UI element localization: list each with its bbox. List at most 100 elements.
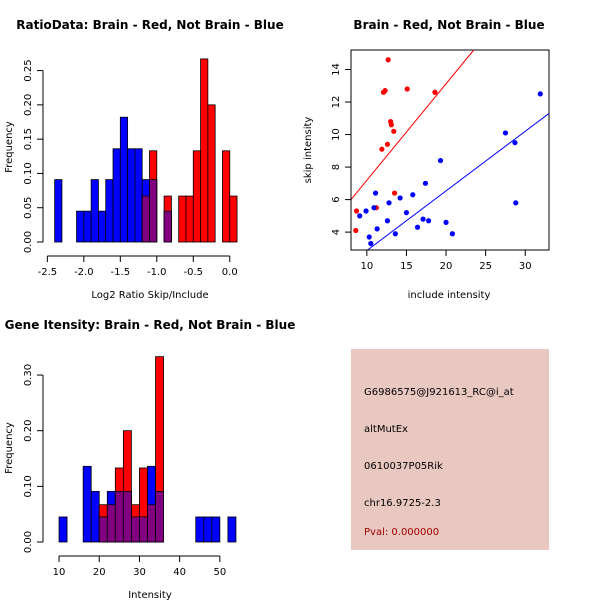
- intensity-x-tick-label: 40: [173, 567, 186, 578]
- ratio-x-tick-label: -1.5: [111, 267, 131, 278]
- intensity-x-tick-label: 30: [133, 567, 146, 578]
- scatter-point-brain: [391, 190, 398, 196]
- scatter-y-tick-label: 6: [331, 196, 342, 202]
- ratio-bar-brain: [178, 195, 187, 243]
- ratio-y-tick-label: 0.10: [23, 162, 34, 184]
- ratio-bar-not-brain: [119, 116, 129, 243]
- ratio-histogram-bars: [54, 58, 238, 243]
- scatter-point-not-brain: [374, 226, 380, 232]
- scatter-point-brain: [404, 86, 410, 92]
- scatter-point-brain: [353, 227, 359, 234]
- scatter-point-not-brain: [422, 180, 429, 186]
- ratio-bar-brain: [192, 150, 201, 243]
- intensity-histogram-axes: 10 20 30 40 50 0.00 0.10 0.20 0.30: [23, 364, 226, 578]
- scatter-fit-line-brain: [350, 49, 475, 200]
- ratio-bar-not-brain: [134, 148, 143, 243]
- scatter-y-tick-label: 10: [331, 128, 342, 141]
- ratio-histogram-axes: -2.5 -2.0 -1.5 -1.0 -0.5 0.0 0.00 0.05 0.10 0.15 0…: [23, 59, 238, 278]
- ratio-y-tick-label: 0.20: [23, 94, 34, 116]
- scatter-x-tick-label: 20: [440, 261, 453, 272]
- intensity-histogram-ylabel: Frequency: [4, 422, 15, 474]
- ratio-bar-overlap: [149, 179, 158, 243]
- scatter-point-brain: [432, 89, 438, 95]
- ratio-y-tick-label: 0.05: [23, 197, 34, 219]
- scatter-y-tick-label: 14: [331, 63, 342, 76]
- scatter-point-not-brain: [368, 240, 374, 247]
- ratio-bar-not-brain: [90, 179, 99, 243]
- ratio-bar-overlap: [141, 195, 150, 243]
- ratio-bar-brain: [222, 150, 231, 243]
- scatter-point-brain: [353, 208, 360, 214]
- intensity-bar-not-brain: [195, 516, 205, 543]
- ratio-x-tick-label: -2.0: [74, 267, 94, 278]
- ratio-y-tick-label: 0.15: [23, 128, 34, 150]
- scatter-point-brain: [382, 88, 388, 94]
- intensity-bar-overlap: [122, 490, 132, 543]
- intensity-bar-overlap: [147, 504, 156, 543]
- chromosome-location-label: chr16.9725-2.3: [364, 498, 441, 509]
- scatter-point-not-brain: [512, 140, 518, 146]
- scatter-point-not-brain: [371, 205, 377, 211]
- scatter-point-not-brain: [414, 224, 421, 230]
- scatter-y-tick-label: 4: [331, 229, 342, 235]
- scatter-point-brain: [384, 141, 391, 147]
- intensity-y-tick-label: 0.20: [23, 420, 34, 442]
- intensity-bar-overlap: [114, 490, 124, 543]
- intensity-bar-overlap: [139, 516, 148, 543]
- scatter-point-not-brain: [410, 192, 416, 198]
- ratio-bar-not-brain: [112, 148, 121, 243]
- ratio-x-tick-label: -1.0: [147, 267, 167, 278]
- ratio-bar-brain: [229, 195, 238, 243]
- scatter-xlabel: include intensity: [408, 290, 491, 301]
- scatter-title: Brain - Red, Not Brain - Blue: [353, 18, 544, 32]
- intensity-histogram-panel: Gene Itensity: Brain - Red, Not Brain - …: [4, 318, 295, 600]
- scatter-point-not-brain: [437, 157, 444, 164]
- ratio-bar-overlap: [163, 210, 172, 243]
- scatter-point-brain: [385, 57, 391, 63]
- ratio-bar-not-brain: [127, 148, 136, 243]
- intensity-bar-overlap: [98, 516, 108, 543]
- ratio-x-tick-label: -2.5: [38, 267, 58, 278]
- scatter-point-not-brain: [513, 200, 519, 206]
- scatter-y-tick-label: 8: [331, 164, 342, 170]
- ratio-bar-not-brain: [83, 210, 92, 243]
- scatter-point-not-brain: [443, 219, 449, 225]
- info-panel: G6986575@J921613_RC@i_at altMutEx 061003…: [351, 349, 549, 550]
- scatter-point-not-brain: [420, 216, 426, 222]
- scatter-x-tick-label: 30: [519, 261, 532, 272]
- ratio-bar-not-brain: [54, 179, 63, 243]
- intensity-bar-not-brain: [58, 516, 68, 543]
- scatter-point-brain: [388, 122, 394, 128]
- scatter-x-tick-label: 25: [479, 261, 492, 272]
- scatter-axes: 10 15 20 25 30 4 6 8 10 12 14: [331, 63, 532, 272]
- ratio-y-tick-label: 0.00: [23, 231, 34, 253]
- scatter-ylabel: skip intensity: [303, 117, 314, 184]
- intensity-y-tick-label: 0.10: [23, 475, 34, 497]
- intensity-bar-overlap: [131, 516, 140, 543]
- intensity-histogram-xlabel: Intensity: [128, 590, 172, 600]
- scatter-x-tick-label: 10: [360, 261, 373, 272]
- scatter-point-not-brain: [384, 218, 391, 224]
- scatter-point-not-brain: [426, 218, 432, 224]
- intensity-histogram-bars: [58, 356, 237, 543]
- ratio-bar-brain: [185, 195, 194, 243]
- ratio-bar-brain: [200, 58, 209, 243]
- intensity-x-tick-label: 10: [53, 567, 66, 578]
- intensity-bar-not-brain: [203, 516, 213, 543]
- scatter-point-not-brain: [502, 130, 509, 136]
- intensity-bar-overlap: [155, 490, 164, 543]
- intensity-bar-overlap: [106, 504, 116, 543]
- scatter-point-not-brain: [403, 210, 410, 216]
- scatter-point-not-brain: [392, 231, 398, 237]
- scatter-point-not-brain: [397, 195, 403, 201]
- scatter-x-tick-label: 15: [400, 261, 413, 272]
- ratio-bar-not-brain: [98, 210, 107, 243]
- scatter-point-not-brain: [372, 190, 379, 196]
- scatter-point-not-brain: [386, 200, 392, 206]
- intensity-bar-not-brain: [90, 490, 100, 543]
- scatter-point-brain: [391, 128, 397, 134]
- intensity-scatter-panel: Brain - Red, Not Brain - Blue include in…: [303, 18, 550, 301]
- ratio-x-tick-label: 0.0: [222, 267, 238, 278]
- ratio-bar-brain: [207, 104, 216, 243]
